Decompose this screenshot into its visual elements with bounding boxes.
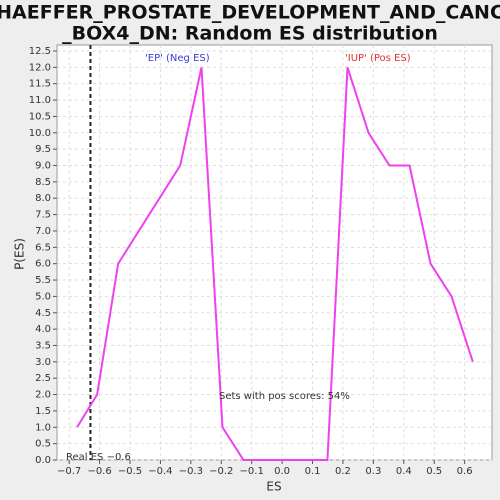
x-tick-label: 0.0 xyxy=(274,466,290,477)
y-tick-label: 2.0 xyxy=(35,390,51,401)
x-tick-label: −0.6 xyxy=(87,466,111,477)
y-tick-label: 3.5 xyxy=(35,340,51,351)
x-tick-label: 0.4 xyxy=(396,466,412,477)
real-es-label: Real ES −0.6 xyxy=(66,452,131,463)
x-tick-label: 0.2 xyxy=(335,466,351,477)
annotation: 'IUP' (Pos ES) xyxy=(345,53,411,64)
x-tick-label: 0.1 xyxy=(305,466,321,477)
x-tick-label: −0.1 xyxy=(240,466,264,477)
x-tick-label: −0.2 xyxy=(209,466,233,477)
y-tick-label: 7.5 xyxy=(35,210,51,221)
annotation: 'EP' (Neg ES) xyxy=(145,53,210,64)
y-tick-label: 4.0 xyxy=(35,324,51,335)
y-tick-label: 8.5 xyxy=(35,177,51,188)
y-tick-label: 5.0 xyxy=(35,291,51,302)
y-tick-label: 0.5 xyxy=(35,439,51,450)
y-tick-label: 10.0 xyxy=(29,128,51,139)
x-tick-label: −0.3 xyxy=(179,466,203,477)
chart-title: _BOX4_DN: Random ES distribution xyxy=(62,23,438,45)
y-tick-label: 8.0 xyxy=(35,193,51,204)
y-tick-label: 9.0 xyxy=(35,161,51,172)
y-tick-label: 12.0 xyxy=(29,62,51,73)
plot-area xyxy=(56,44,493,461)
x-tick-label: −0.5 xyxy=(118,466,142,477)
y-tick-label: 1.0 xyxy=(35,422,51,433)
x-tick-label: 0.5 xyxy=(426,466,442,477)
y-tick-label: 7.0 xyxy=(35,226,51,237)
x-tick-label: 0.3 xyxy=(365,466,381,477)
y-tick-label: 6.0 xyxy=(35,259,51,270)
x-axis-label: ES xyxy=(266,480,281,494)
y-tick-label: 2.5 xyxy=(35,373,51,384)
data-line xyxy=(76,67,474,461)
y-tick-label: 6.5 xyxy=(35,242,51,253)
x-tick-label: −0.7 xyxy=(57,466,81,477)
y-axis-label: P(ES) xyxy=(13,238,27,270)
y-tick-label: 3.0 xyxy=(35,357,51,368)
y-tick-label: 5.5 xyxy=(35,275,51,286)
y-tick-label: 0.0 xyxy=(35,455,51,466)
x-tick-label: −0.4 xyxy=(148,466,172,477)
chart-title: SCHAEFFER_PROSTATE_DEVELOPMENT_AND_CANCE… xyxy=(0,2,500,24)
y-tick-label: 11.0 xyxy=(29,95,51,106)
y-tick-label: 9.5 xyxy=(35,144,51,155)
y-tick-label: 11.5 xyxy=(29,79,51,90)
y-tick-label: 1.5 xyxy=(35,406,51,417)
y-tick-label: 12.5 xyxy=(29,46,51,57)
x-tick-label: 0.6 xyxy=(457,466,473,477)
annotation: Sets with pos scores: 54% xyxy=(219,391,350,402)
y-tick-label: 10.5 xyxy=(29,111,51,122)
y-tick-label: 4.5 xyxy=(35,308,51,319)
